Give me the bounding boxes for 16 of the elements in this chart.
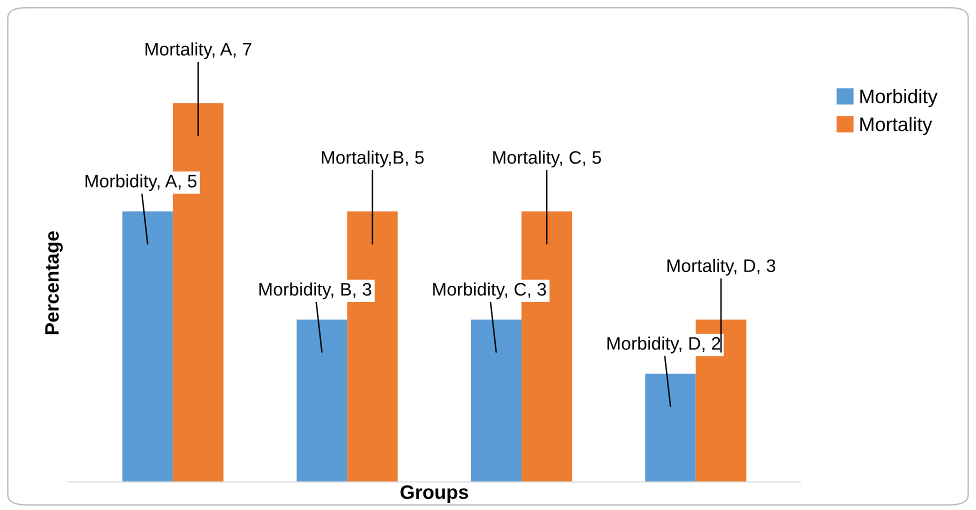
data-label: Morbidity, C, 3 — [433, 282, 546, 300]
bar — [645, 374, 696, 482]
data-label: Morbidity, B, 3 — [259, 282, 372, 300]
data-label: Mortality, A, 7 — [146, 42, 252, 60]
data-label: Morbidity, A, 5 — [86, 174, 196, 192]
data-label: Mortality,B, 5 — [322, 150, 424, 168]
y-axis-title: Percentage — [45, 231, 63, 334]
legend-label: Morbidity — [860, 89, 938, 108]
bar — [470, 320, 522, 482]
data-label: Mortality, C, 5 — [493, 150, 601, 168]
bar — [122, 211, 173, 482]
bar — [296, 320, 348, 482]
data-label: Morbidity, D, 2 — [607, 336, 720, 354]
x-axis-title: Groups — [400, 485, 468, 503]
legend-label: Mortality — [860, 116, 932, 136]
data-label: Mortality, D, 3 — [667, 258, 776, 276]
